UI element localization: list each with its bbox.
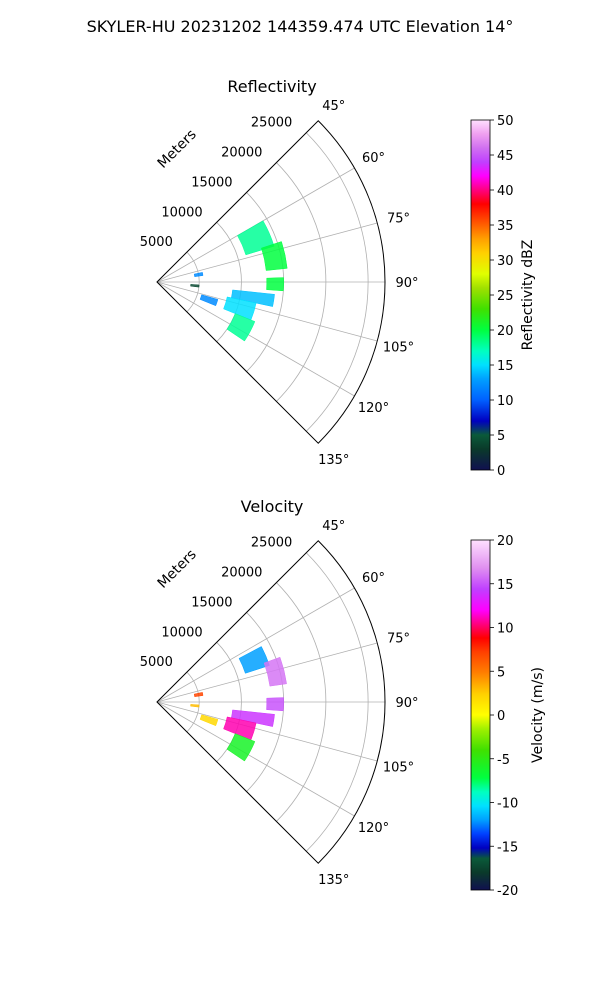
- echo-region-6: [193, 692, 204, 697]
- echo-region-7: [190, 704, 200, 708]
- colorbar-tick-label: 40: [497, 184, 514, 199]
- colorbar-tick-label: 30: [497, 254, 514, 269]
- reflectivity-title: Reflectivity: [227, 77, 316, 96]
- velocity-panel: Velocity Meters 45° 60° 75° 90° 105° 120° 135°…: [140, 497, 546, 899]
- range-tick-label: 20000: [221, 146, 262, 161]
- echo-region-1: [261, 241, 288, 271]
- colorbar-bar: [470, 539, 491, 891]
- azimuth-tick-label: 90°: [395, 276, 418, 291]
- colorbar-tick-label: 25: [497, 289, 514, 304]
- reflectivity-ticks: 45° 60° 75° 90° 105° 120° 135° 5000 10000 15000 20…: [140, 99, 419, 468]
- echo-region-2: [266, 697, 284, 712]
- colorbar-tick-label: -5: [497, 753, 510, 768]
- echo-region-2: [266, 277, 284, 292]
- echo-region-0: [237, 220, 275, 256]
- azimuth-spoke-1: [156, 587, 355, 703]
- azimuth-tick-label: 75°: [387, 631, 410, 646]
- range-tick-label: 25000: [251, 536, 292, 551]
- colorbar-tick-label: 10: [497, 394, 514, 409]
- range-tick-label: 5000: [140, 235, 173, 250]
- azimuth-tick-label: 45°: [322, 99, 345, 114]
- azimuth-tick-label: 120°: [358, 821, 389, 836]
- azimuth-tick-label: 105°: [383, 341, 414, 356]
- range-tick-label: 10000: [161, 625, 202, 640]
- range-tick-label: 15000: [191, 595, 232, 610]
- velocity-ticks: 45° 60° 75° 90° 105° 120° 135° 5000 10000 15000 20…: [140, 519, 419, 888]
- colorbar-tick-label: 0: [497, 464, 505, 479]
- range-tick-label: 20000: [221, 566, 262, 581]
- echo-region-5: [226, 313, 256, 342]
- echo-region-4: [223, 296, 257, 321]
- azimuth-tick-label: 105°: [383, 761, 414, 776]
- echo-region-8: [199, 294, 219, 307]
- echo-region-4: [223, 716, 257, 741]
- colorbar-tick-label: 45: [497, 149, 514, 164]
- reflectivity-colorbar: 0 5 10 15 20 25 30 35 40 45 50: [470, 114, 514, 479]
- colorbar-tick-label: -15: [497, 840, 518, 855]
- azimuth-tick-label: 120°: [358, 401, 389, 416]
- azimuth-tick-label: 45°: [322, 519, 345, 534]
- colorbar-tick-label: 0: [497, 709, 505, 724]
- velocity-title: Velocity: [241, 497, 304, 516]
- velocity-frame: [156, 540, 386, 864]
- echo-region-7: [190, 284, 200, 288]
- echo-region-6: [193, 272, 204, 277]
- echo-region-8: [199, 714, 219, 727]
- colorbar-tick-label: 20: [497, 534, 514, 549]
- colorbar-tick-label: 35: [497, 219, 514, 234]
- velocity-echoes: [190, 646, 287, 762]
- echo-region-5: [226, 733, 256, 762]
- sector-outline: [156, 540, 386, 864]
- echo-region-0: [238, 646, 270, 674]
- reflectivity-colorbar-label: Reflectivity dBZ: [520, 240, 536, 351]
- azimuth-spoke-4: [156, 281, 378, 342]
- azimuth-tick-label: 75°: [387, 211, 410, 226]
- colorbar-tick-label: -20: [497, 884, 518, 899]
- azimuth-tick-label: 135°: [318, 873, 349, 888]
- range-tick-label: 15000: [191, 175, 232, 190]
- range-tick-label: 25000: [251, 116, 292, 131]
- azimuth-spoke-5: [156, 701, 355, 817]
- colorbar-tick-label: 10: [497, 622, 514, 637]
- reflectivity-echoes: [190, 220, 288, 342]
- azimuth-tick-label: 60°: [362, 571, 385, 586]
- reflectivity-frame: [156, 120, 386, 444]
- azimuth-tick-label: 90°: [395, 696, 418, 711]
- figure-title: SKYLER-HU 20231202 144359.474 UTC Elevat…: [87, 17, 514, 36]
- velocity-colorbar: -20 -15 -10 -5 0 5 10 15 20: [470, 534, 518, 899]
- range-tick-label: 5000: [140, 655, 173, 670]
- colorbar-bar: [470, 119, 491, 471]
- colorbar-tick-label: -10: [497, 797, 518, 812]
- colorbar-tick-label: 15: [497, 578, 514, 593]
- azimuth-spoke-4: [156, 701, 378, 762]
- azimuth-spoke-5: [156, 281, 355, 397]
- azimuth-tick-label: 135°: [318, 453, 349, 468]
- reflectivity-range-label: Meters: [155, 127, 200, 172]
- colorbar-tick-label: 50: [497, 114, 514, 129]
- velocity-colorbar-label: Velocity (m/s): [530, 667, 546, 763]
- colorbar-tick-label: 15: [497, 359, 514, 374]
- colorbar-tick-label: 5: [497, 429, 505, 444]
- colorbar-tick-label: 5: [497, 665, 505, 680]
- range-tick-label: 10000: [161, 205, 202, 220]
- echo-region-1: [263, 656, 287, 687]
- reflectivity-panel: Reflectivity Meters 45° 60° 75° 90° 105° 120°…: [140, 77, 536, 479]
- velocity-range-label: Meters: [155, 547, 200, 592]
- colorbar-tick-label: 20: [497, 324, 514, 339]
- sector-outline: [156, 120, 386, 444]
- azimuth-tick-label: 60°: [362, 151, 385, 166]
